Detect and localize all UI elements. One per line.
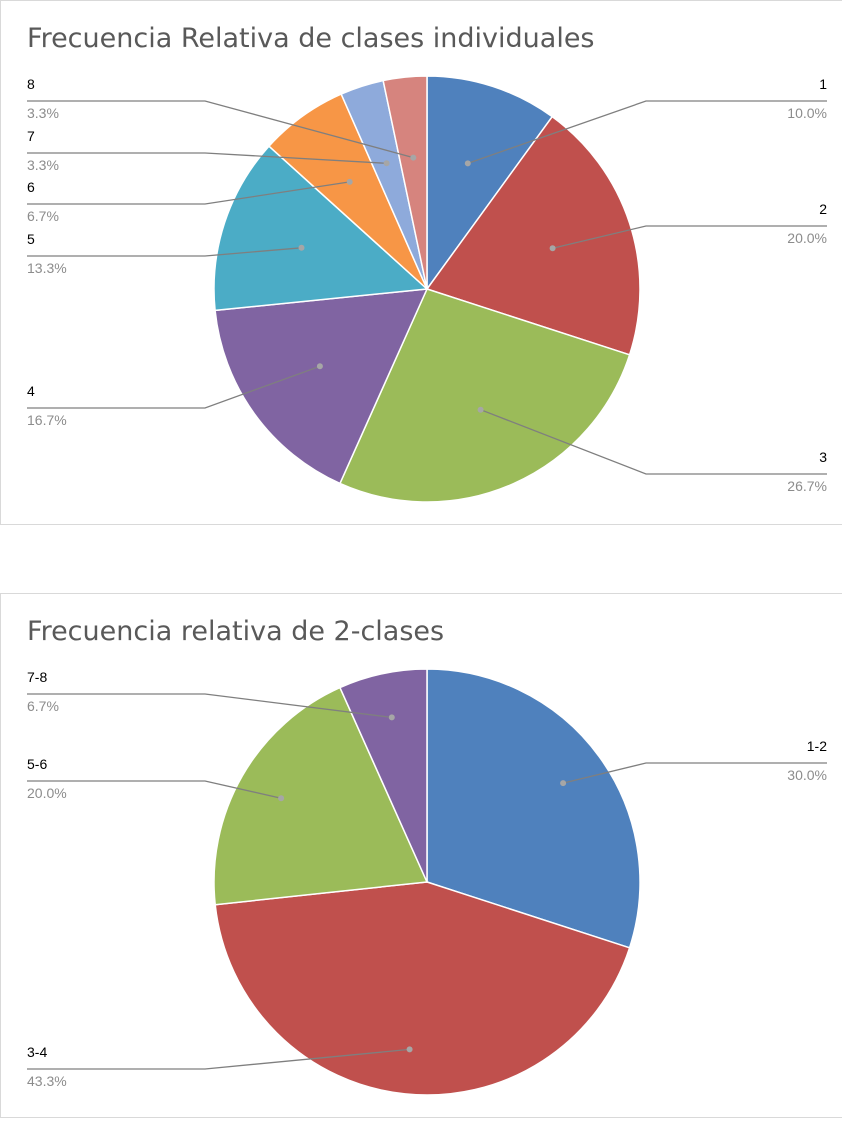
leader-dot-4 (316, 363, 323, 370)
leader-dot-1-2 (560, 780, 567, 787)
percent-label-7: 3.3% (27, 157, 59, 173)
category-label-6: 6 (27, 179, 35, 195)
percent-label-5: 13.3% (27, 260, 67, 276)
leader-line-7 (27, 152, 387, 164)
percent-label-3: 26.7% (787, 478, 827, 494)
category-label-3: 3 (819, 449, 827, 465)
pie-slice-1-2 (426, 668, 641, 949)
percent-label-1: 10.0% (787, 105, 827, 121)
chart-title: Frecuencia Relativa de clases individual… (27, 23, 595, 54)
percent-label-7-8: 6.7% (27, 698, 59, 714)
pie-slice-3-4 (214, 881, 631, 1096)
percent-label-8: 3.3% (27, 105, 59, 121)
category-label-5: 5 (27, 231, 35, 247)
category-label-7: 7 (27, 128, 35, 144)
leader-line-8 (27, 100, 414, 159)
percent-label-5-6: 20.0% (27, 785, 67, 801)
category-label-4: 4 (27, 383, 35, 399)
percent-label-1-2: 30.0% (787, 767, 827, 783)
pie-slice-2 (425, 115, 641, 356)
chart-panel-two-classes: Frecuencia relativa de 2-clases 1-2 30.0%… (0, 593, 842, 1118)
category-label-1: 1 (819, 76, 827, 92)
leader-dot-8 (410, 154, 417, 161)
leader-line-3-4 (27, 1048, 410, 1070)
chart-panel-individual-classes: Frecuencia Relativa de clases individual… (0, 0, 842, 525)
category-label-5-6: 5-6 (27, 756, 47, 772)
pie-slice-1 (426, 75, 554, 292)
pie-slice-4 (214, 288, 429, 485)
leader-line-4 (27, 365, 321, 409)
category-label-1-2: 1-2 (807, 738, 827, 754)
pie-chart-individual-classes: 1 10.0% 2 20.0% 3 26.7% 4 16.7% 5 13.3% 6 6.7% 7 3.3%… (27, 75, 827, 503)
percent-label-4: 16.7% (27, 412, 67, 428)
pie-slice-3 (338, 288, 631, 503)
leader-line-1 (467, 100, 827, 165)
leader-dot-7-8 (388, 714, 395, 721)
leader-line-5-6 (27, 780, 282, 799)
leader-dot-2 (549, 245, 556, 252)
leader-line-2 (552, 225, 827, 249)
category-label-3-4: 3-4 (27, 1044, 47, 1060)
pie-slice-8 (382, 75, 428, 290)
category-label-2: 2 (819, 201, 827, 217)
leader-line-1-2 (562, 762, 827, 784)
percent-label-2: 20.0% (787, 230, 827, 246)
pie-slice-7-8 (338, 668, 428, 883)
leader-dot-7 (383, 160, 390, 167)
leader-dot-3 (477, 406, 484, 413)
leader-line-3 (480, 409, 827, 475)
leader-dot-6 (346, 178, 353, 185)
percent-label-3-4: 43.3% (27, 1073, 67, 1089)
leader-line-6 (27, 181, 350, 205)
leader-line-7-8 (27, 693, 392, 719)
chart-title: Frecuencia relativa de 2-clases (27, 616, 445, 647)
pie-slice-5-6 (213, 686, 429, 906)
leader-line-5 (27, 247, 302, 257)
pie-chart-two-classes: 1-2 30.0% 3-4 43.3% 5-6 20.0% 7-8 6.7% (27, 668, 827, 1096)
category-label-8: 8 (27, 76, 35, 92)
category-label-7-8: 7-8 (27, 669, 47, 685)
leader-dot-1 (464, 160, 471, 167)
leader-dot-3-4 (406, 1046, 413, 1053)
leader-dot-5 (298, 244, 305, 251)
leader-dot-5-6 (278, 795, 285, 802)
percent-label-6: 6.7% (27, 208, 59, 224)
